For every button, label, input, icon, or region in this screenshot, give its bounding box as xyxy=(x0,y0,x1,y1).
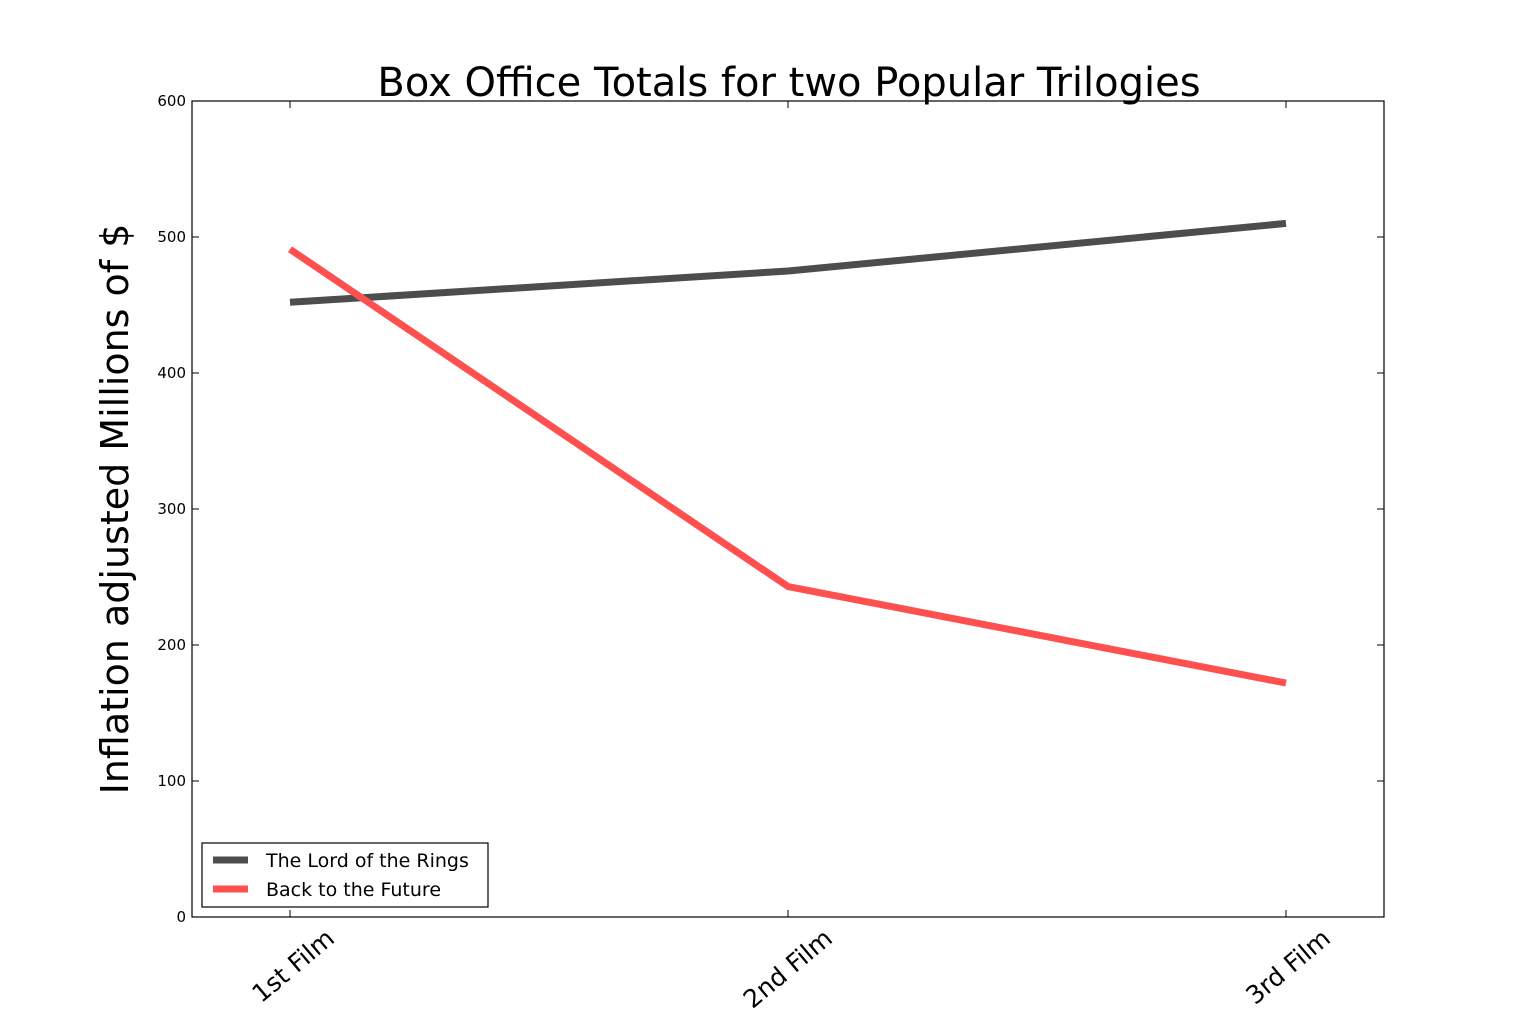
chart-title: Box Office Totals for two Popular Trilog… xyxy=(377,60,1200,106)
legend-label: Back to the Future xyxy=(266,879,441,901)
x-tick-label: 2nd Film xyxy=(738,923,838,1014)
plot-frame xyxy=(191,100,1385,918)
y-tick-label: 400 xyxy=(157,364,186,382)
series-line-back-to-the-future xyxy=(288,246,1287,687)
x-tick-label: 1st Film xyxy=(247,923,340,1008)
legend-box xyxy=(201,842,489,908)
series-line-the-lord-of-the-rings xyxy=(289,219,1287,306)
legend-items: The Lord of the Rings Back to the Future xyxy=(213,850,469,901)
legend: The Lord of the Rings Back to the Future xyxy=(201,842,489,908)
y-tick-label: 100 xyxy=(157,772,186,790)
y-tick-label: 600 xyxy=(157,92,186,110)
y-tick-label: 0 xyxy=(176,908,186,926)
y-tick-label: 300 xyxy=(157,500,186,518)
x-tick-label: 3rd Film xyxy=(1240,923,1336,1010)
y-tick-label: 500 xyxy=(157,228,186,246)
y-tick-label: 200 xyxy=(157,636,186,654)
series-layer xyxy=(288,219,1287,687)
y-axis-label: Inflation adjusted Millions of $ xyxy=(93,224,137,795)
legend-label: The Lord of the Rings xyxy=(265,850,469,872)
